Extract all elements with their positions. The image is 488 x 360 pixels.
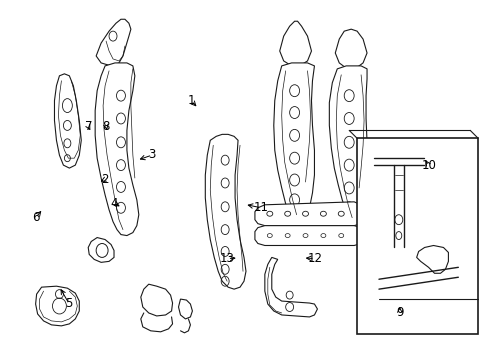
Text: 12: 12 [307,252,322,265]
Text: 5: 5 [65,297,72,310]
Text: 13: 13 [220,252,234,265]
Polygon shape [273,63,314,228]
Polygon shape [95,63,139,235]
Text: 4: 4 [110,197,118,210]
Text: 7: 7 [84,120,92,133]
Text: 6: 6 [32,211,40,224]
Polygon shape [88,238,114,262]
Text: 8: 8 [102,120,110,133]
Polygon shape [178,299,192,319]
Polygon shape [54,74,81,168]
Polygon shape [335,29,366,69]
Polygon shape [254,202,364,226]
Text: 2: 2 [102,173,109,186]
Polygon shape [205,134,245,289]
Polygon shape [264,257,317,317]
Polygon shape [36,286,79,326]
Polygon shape [96,19,131,66]
Text: 9: 9 [395,306,403,319]
Polygon shape [279,21,311,66]
Polygon shape [328,66,367,224]
Text: 10: 10 [421,159,435,172]
Polygon shape [416,246,447,273]
Text: 3: 3 [148,148,156,162]
Text: 1: 1 [187,94,195,107]
Polygon shape [141,284,172,316]
Text: 11: 11 [253,201,268,214]
Polygon shape [254,226,364,246]
Bar [356,138,477,334]
